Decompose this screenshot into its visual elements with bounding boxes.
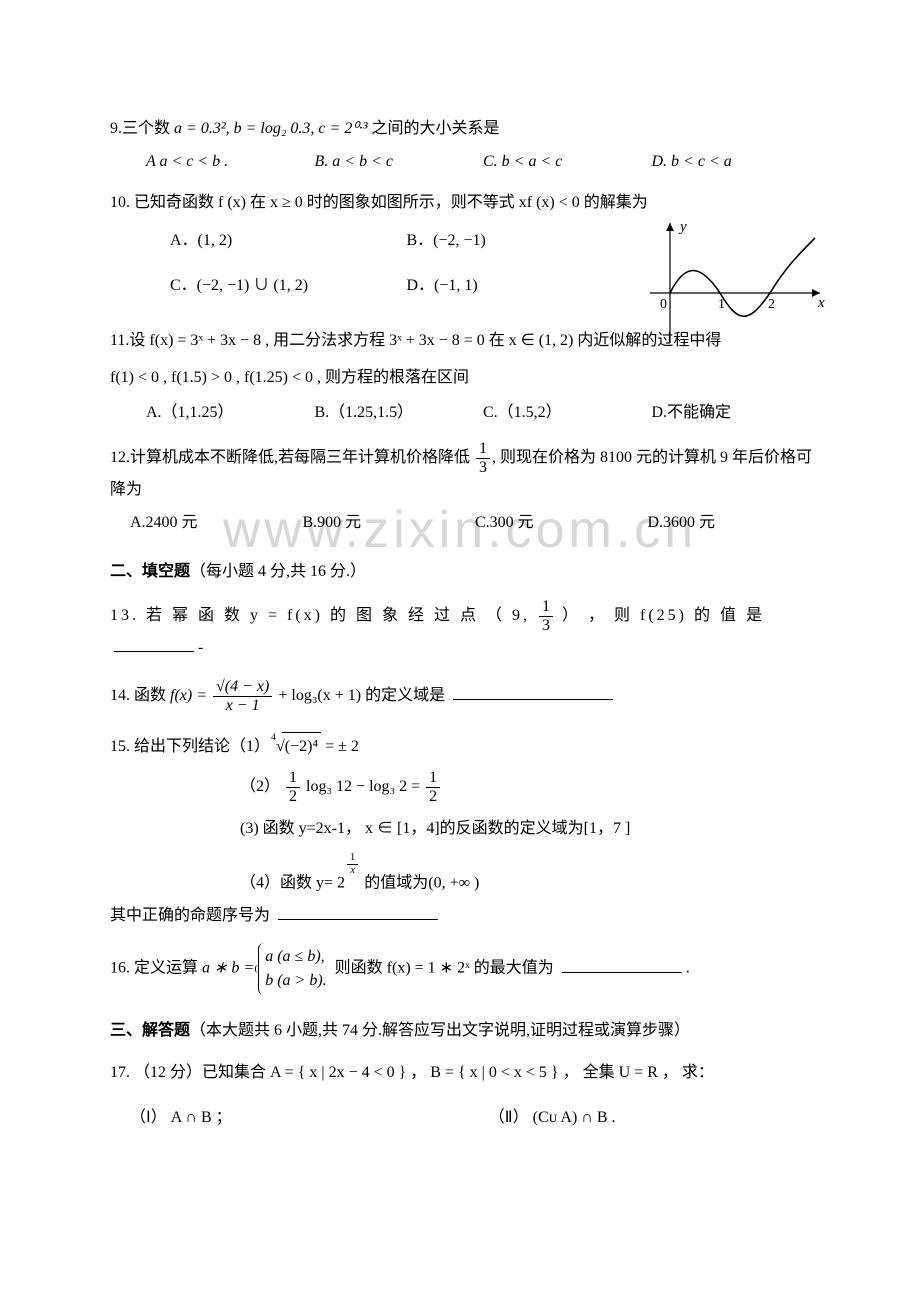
q17-part-1: （Ⅰ） A ∩ B ； (130, 1104, 489, 1131)
q15-c1-rad: (−2)⁴ (282, 732, 321, 760)
q14-fx: f(x) = (170, 687, 211, 704)
q16-case-b: b (a > b). (265, 969, 326, 993)
q15-head: 15. 给出下列结论（1） (110, 738, 270, 755)
q12-stem-a: 12.计算机成本不断降低,若每隔三年计算机价格降低 (110, 449, 474, 466)
q16-blank[interactable] (562, 959, 682, 973)
svg-text:2: 2 (768, 297, 775, 312)
svg-text:1: 1 (718, 297, 725, 312)
q14-plus: + log₃(x + 1) 的定义域是 (278, 687, 449, 704)
q15-c4-ed: x (347, 865, 358, 876)
q12-frac-den: 3 (476, 459, 490, 476)
q13-blank[interactable] (114, 638, 194, 652)
q12-opt-a: A.2400 元 (130, 509, 303, 536)
q9-opt-c: C. b < a < c (483, 148, 652, 175)
q10-origin-label: 0 (660, 297, 667, 312)
question-15: 15. 给出下列结论（1） 4(−2)⁴ = ± 2 （2） 12 log₃ 1… (110, 732, 820, 929)
question-9: 9.三个数 a = 0.3², b = log₂ 0.3, c = 2⁰·³ 之… (110, 115, 820, 175)
q15-blank[interactable] (278, 906, 438, 920)
q11-opt-d: D.不能确定 (652, 399, 821, 426)
q12-opt-c: C.300 元 (475, 509, 648, 536)
q16-period: . (686, 960, 690, 977)
q15-c2-d2: 2 (426, 788, 440, 805)
q12-frac-num: 1 (476, 441, 490, 459)
q10-opt-b: B．(−2, −1) (407, 227, 486, 254)
q11-opt-c: C.（1.5,2） (483, 399, 652, 426)
q9-opt-a: A a < c < b . (146, 148, 315, 175)
q14-num: √(4 − x) (213, 679, 272, 697)
q16-ab: a ∗ b = (202, 960, 258, 977)
sec2-head: 二、填空题 (110, 563, 190, 580)
section-3-header: 三、解答题（本大题共 6 小题,共 74 分.解答应写出文字说明,证明过程或演算… (110, 1017, 820, 1044)
q13-dash: - (198, 639, 206, 656)
q15-c2-d1: 2 (286, 788, 300, 805)
q15-c2-lead: （2） (240, 779, 284, 796)
q11-stem-a: 11.设 f(x) = 3ˣ + 3x − 8 , 用二分法求方程 3ˣ + 3… (110, 332, 721, 349)
svg-text:y: y (678, 219, 687, 235)
question-17: 17. （12 分）已知集合 A = { x | 2x − 4 < 0 } ， … (110, 1059, 820, 1131)
q14-den: x − 1 (213, 697, 272, 714)
q9-stem-a: 9.三个数 (110, 120, 174, 137)
sec2-tail: （每小题 4 分,共 16 分.） (190, 563, 366, 580)
svg-text:x: x (817, 295, 825, 311)
q13-stem-a: 13. 若 幂 函 数 y = f(x) 的 图 象 经 过 点 （ 9, (110, 607, 537, 624)
q17-stem: 17. （12 分）已知集合 A = { x | 2x − 4 < 0 } ， … (110, 1059, 820, 1086)
q15-tail: 其中正确的命题序号为 (110, 907, 274, 924)
q15-c1-idx: 4 (271, 730, 276, 746)
q9-opt-d: D. b < c < a (652, 148, 821, 175)
q9-opt-b: B. a < b < c (315, 148, 484, 175)
question-16: 16. 定义运算 a ∗ b = a (a ≤ b), b (a > b). 则… (110, 943, 820, 995)
q16-case-a: a (a ≤ b), (265, 945, 326, 969)
q10-opt-a: A．(1, 2) (170, 227, 407, 254)
q12-opt-d: D.3600 元 (648, 509, 821, 536)
q15-c4-en: 1 (347, 853, 358, 865)
q11-opt-b: B.（1.25,1.5） (315, 399, 484, 426)
q9-expr: a = 0.3², b = log₂ 0.3, c = 2⁰·³ (174, 120, 368, 137)
question-12: 12.计算机成本不断降低,若每隔三年计算机价格降低 13, 则现在价格为 810… (110, 441, 820, 536)
q11-stem-b: f(1) < 0 , f(1.5) > 0 , f(1.25) < 0 , 则方… (110, 369, 469, 386)
q15-c2-n2: 1 (426, 770, 440, 788)
sec3-tail: （本大题共 6 小题,共 74 分.解答应写出文字说明,证明过程或演算步骤） (190, 1022, 690, 1039)
question-10: 10. 已知奇函数 f (x) 在 x ≥ 0 时的图象如图所示，则不等式 xf… (110, 189, 820, 299)
q15-c2-mid: log₃ 12 − log₃ 2 = (306, 779, 424, 796)
q15-c4-tail: 的值域为(0, +∞ ) (360, 874, 479, 891)
q11-opt-a: A.（1,1.25） (146, 399, 315, 426)
q9-stem-b: 之间的大小关系是 (368, 120, 500, 137)
q12-opt-b: B.900 元 (303, 509, 476, 536)
q15-c3: (3) 函数 y=2x-1， x ∈ [1，4]的反函数的定义域为[1，7 ] (110, 815, 820, 842)
q15-c1-eq: = ± 2 (321, 738, 359, 755)
q10-opt-d: D．(−1, 1) (407, 272, 478, 299)
q15-c4-lead: （4）函数 y= 2 (240, 874, 345, 891)
q15-c2-n1: 1 (286, 770, 300, 788)
q13-frac-den: 3 (539, 617, 553, 634)
section-2-header: 二、填空题（每小题 4 分,共 16 分.） (110, 558, 820, 585)
q13-frac-num: 1 (539, 599, 553, 617)
question-11: 11.设 f(x) = 3ˣ + 3x − 8 , 用二分法求方程 3ˣ + 3… (110, 327, 820, 427)
q13-stem-b: ） ， 则 f(25) 的 值 是 (555, 607, 765, 624)
q14-blank[interactable] (453, 686, 613, 700)
question-13: 13. 若 幂 函 数 y = f(x) 的 图 象 经 过 点 （ 9, 13… (110, 599, 820, 661)
q14-stem-a: 14. 函数 (110, 687, 170, 704)
q16-stem-a: 16. 定义运算 (110, 960, 202, 977)
q10-opt-c: C．(−2, −1) ∪ (1, 2) (170, 272, 407, 299)
q16-stem-b: 则函数 f(x) = 1 ∗ 2ˣ 的最大值为 (335, 960, 554, 977)
question-14: 14. 函数 f(x) = √(4 − x) x − 1 + log₃(x + … (110, 679, 820, 714)
q17-part-2: （Ⅱ） (Cᴜ A) ∩ B . (489, 1104, 616, 1131)
sec3-head: 三、解答题 (110, 1022, 190, 1039)
